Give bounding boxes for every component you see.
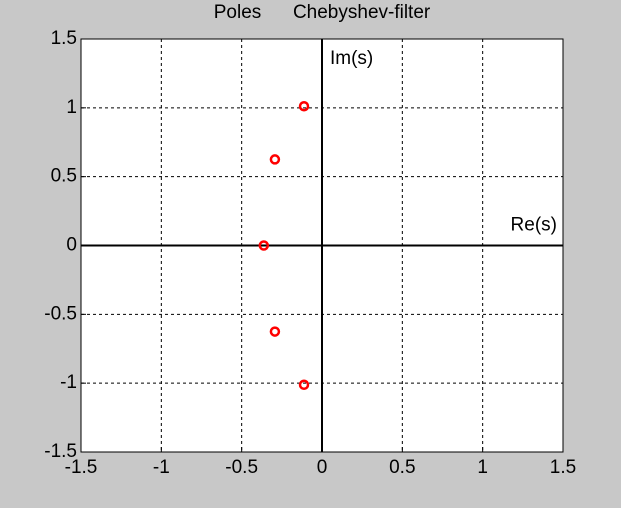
x-tick-label: 0: [317, 457, 328, 478]
y-tick-label: 0: [66, 235, 77, 256]
x-tick-label: 1: [477, 457, 488, 478]
chart-title: Poles Chebyshev-filter: [214, 2, 431, 23]
y-tick-label: -1.5: [44, 441, 77, 462]
y-tick-label: -0.5: [44, 303, 77, 324]
y-tick-label: 1.5: [51, 28, 77, 49]
x-tick-label: -0.5: [225, 457, 258, 478]
pole-marker: [269, 154, 281, 165]
y-tick-label: 1: [66, 97, 77, 118]
pole-marker: [269, 326, 281, 337]
annotation: Re(s): [511, 215, 557, 236]
pole-marker: [298, 379, 310, 391]
x-tick-label: 0.5: [389, 457, 415, 478]
y-tick-label: 0.5: [51, 166, 77, 187]
annotation: Im(s): [330, 48, 373, 69]
y-tick-label: -1: [60, 372, 77, 393]
pole-marker: [298, 100, 310, 112]
pole-marker: [258, 240, 270, 251]
x-tick-label: 1.5: [550, 457, 576, 478]
x-tick-label: -1.5: [65, 457, 98, 478]
x-tick-label: -1: [153, 457, 170, 478]
